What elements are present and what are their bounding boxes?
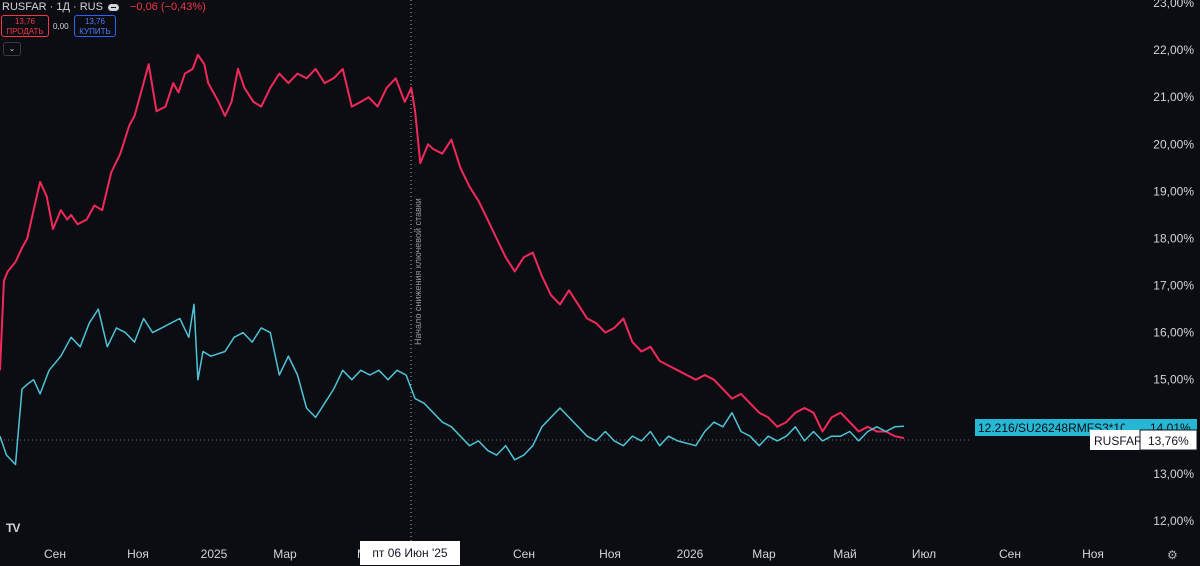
x-tick-label: Ноя — [1082, 547, 1104, 561]
y-axis: 12,00%13,00%14,00%15,00%16,00%17,00%18,0… — [1153, 0, 1194, 528]
y-tick-label: 21,00% — [1153, 90, 1194, 104]
series-line-bond[interactable] — [0, 303, 905, 466]
x-tick-label: Май — [833, 547, 857, 561]
y-tick-label: 17,00% — [1153, 279, 1194, 293]
rusfar-label-value: 13,76% — [1148, 434, 1189, 448]
y-tick-label: 18,00% — [1153, 231, 1194, 245]
x-tick-label: Мар — [273, 547, 297, 561]
price-change: −0,06 (−0,43%) — [129, 1, 206, 13]
market-status-icon — [107, 3, 119, 11]
x-tick-label: Июл — [912, 547, 936, 561]
y-tick-label: 19,00% — [1153, 184, 1194, 198]
x-tick-label: 2025 — [201, 547, 228, 561]
rusfar-label-name: RUSFAR — [1094, 434, 1143, 448]
sell-label: ПРОДАТЬ — [6, 27, 44, 36]
buy-label: КУПИТЬ — [79, 27, 111, 36]
series-line-rusfar[interactable] — [0, 53, 905, 440]
y-tick-label: 23,00% — [1153, 0, 1194, 10]
y-tick-label: 12,00% — [1153, 514, 1194, 528]
x-tick-label: Ноя — [127, 547, 149, 561]
chevron-down-icon[interactable]: ⌄ — [3, 42, 21, 56]
tradingview-logo[interactable]: TV — [6, 521, 20, 535]
sell-button[interactable]: 13,76 ПРОДАТЬ — [1, 15, 49, 37]
y-tick-label: 20,00% — [1153, 137, 1194, 151]
symbol-header[interactable]: RUSFAR · 1Д · RUS −0,06 (−0,43%) — [2, 1, 206, 13]
x-tick-label: Сен — [999, 547, 1021, 561]
series-group — [0, 53, 905, 466]
crosshair-date-label: пт 06 Июн '25 — [360, 541, 460, 565]
annotation-text: Начало снижения ключевой ставки — [413, 198, 423, 345]
spread-value: 0,00 — [53, 22, 69, 31]
y-tick-label: 13,00% — [1153, 467, 1194, 481]
gear-icon[interactable]: ⚙ — [1167, 548, 1178, 562]
x-axis: СенНоя2025МарМСенНоя2026МарМайИюлСенНоя — [44, 547, 1104, 561]
y-tick-label: 22,00% — [1153, 43, 1194, 57]
symbol-title[interactable]: RUSFAR · 1Д · RUS — [2, 1, 103, 13]
x-tick-label: Сен — [44, 547, 66, 561]
x-tick-label: Сен — [513, 547, 535, 561]
bond-last-label: 12.216/SU26248RMFS3*100 14,01% — [975, 419, 1197, 436]
x-tick-label: Ноя — [599, 547, 621, 561]
buy-price: 13,76 — [84, 17, 106, 26]
rusfar-last-label: RUSFAR 13,76% — [1090, 429, 1198, 451]
sell-price: 13,76 — [14, 17, 36, 26]
y-tick-label: 15,00% — [1153, 373, 1194, 387]
buy-button[interactable]: 13,76 КУПИТЬ — [74, 15, 116, 37]
y-tick-label: 16,00% — [1153, 326, 1194, 340]
x-tick-label: 2026 — [677, 547, 704, 561]
x-tick-label: Мар — [752, 547, 776, 561]
